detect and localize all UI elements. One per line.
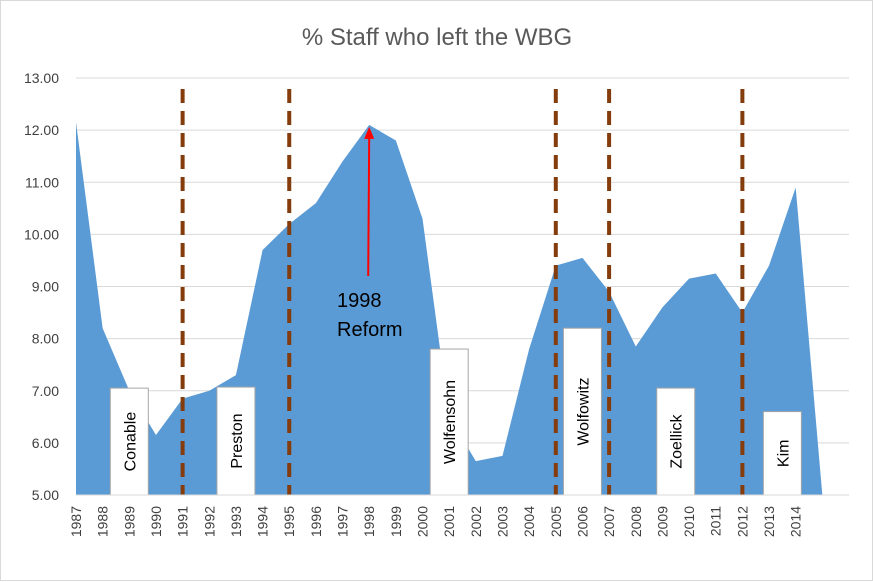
axes: 5.00 6.00 7.00 8.00 9.00 10.00 11.00 12.00 13.00… [24, 70, 849, 537]
president-box [656, 387, 696, 496]
president-box [429, 348, 469, 496]
y-tick-label: 11.00 [25, 174, 59, 190]
y-tick-label: 12.00 [24, 122, 59, 138]
area-series [76, 122, 849, 495]
president-label: Preston [229, 413, 246, 468]
x-tick-label: 1989 [121, 506, 137, 537]
data-point [529, 349, 530, 350]
x-tick-label: 1988 [95, 506, 111, 537]
reform-annotation-text: 1998 [337, 290, 382, 312]
y-tick-label: 8.00 [32, 331, 59, 347]
series-area [76, 122, 849, 495]
data-point [795, 187, 796, 188]
data-point [475, 461, 476, 462]
y-tick-label: 5.00 [32, 487, 59, 503]
data-point [582, 257, 583, 258]
data-point [209, 390, 210, 391]
reform-annotation-text: Reform [337, 319, 403, 341]
x-tick-label: 1992 [201, 506, 217, 537]
y-tick-label: 13.00 [24, 70, 59, 86]
data-point [155, 435, 156, 436]
president-label: Wolfensohn [442, 380, 459, 464]
president-box [109, 387, 149, 496]
x-tick-label: 1987 [68, 506, 84, 537]
gridlines [76, 77, 849, 444]
x-tick-label: 1996 [308, 506, 324, 537]
data-point [422, 218, 423, 219]
reform-arrowhead [364, 126, 375, 139]
x-tick-label: 2003 [494, 506, 510, 537]
data-point [769, 265, 770, 266]
x-tick-label: 1995 [281, 506, 297, 537]
president-label: Conable [122, 412, 139, 472]
data-point [395, 140, 396, 141]
x-tick-label: 2000 [415, 506, 431, 537]
x-tick-label: 1999 [388, 506, 404, 537]
x-tick-label: 2004 [521, 506, 537, 537]
chart-title: % Staff who left the WBG [302, 24, 572, 51]
data-point [635, 346, 636, 347]
x-tick-label: 2011 [708, 506, 724, 536]
data-point [715, 273, 716, 274]
data-point [502, 455, 503, 456]
y-tick-label: 9.00 [32, 279, 59, 295]
y-tick-label: 7.00 [32, 383, 59, 399]
x-tick-label: 2008 [628, 506, 644, 537]
x-tick-label: 1991 [175, 506, 191, 537]
president-label: Wolfowitz [575, 378, 592, 446]
president-label: Kim [775, 440, 792, 468]
president-labels: Conable Preston Wolfensohn Wolfowitz Zoellic… [109, 327, 802, 496]
data-point [689, 278, 690, 279]
president-label: Zoellick [669, 413, 686, 468]
president-box [562, 327, 602, 496]
x-tick-label: 2005 [548, 506, 564, 537]
data-point [235, 375, 236, 376]
data-point [662, 307, 663, 308]
x-tick-label: 1993 [228, 506, 244, 537]
x-tick-label: 2006 [574, 506, 590, 537]
president-box [762, 411, 802, 496]
x-tick-label: 2009 [654, 506, 670, 537]
x-tick-label: 2010 [681, 506, 697, 537]
data-point [102, 328, 103, 329]
x-tick-label: 2014 [788, 506, 804, 537]
y-tick-label: 10.00 [24, 226, 59, 242]
president-box [216, 386, 256, 496]
reform-lines [180, 89, 745, 495]
x-tick-label: 1990 [148, 506, 164, 537]
data-point [342, 161, 343, 162]
x-tick-label: 2012 [734, 506, 750, 537]
y-tick-label: 6.00 [32, 435, 59, 451]
x-tick-label: 2007 [601, 506, 617, 537]
reform-annotation: 1998 Reform [337, 126, 403, 341]
x-tick-label: 1998 [361, 506, 377, 537]
x-tick-label: 2013 [761, 506, 777, 537]
data-point [262, 250, 263, 251]
data-point [76, 122, 77, 123]
data-point [369, 124, 370, 125]
reform-arrow [367, 136, 371, 277]
x-tick-label: 2002 [468, 506, 484, 537]
data-point [315, 203, 316, 204]
x-tick-label: 2001 [441, 506, 457, 537]
x-tick-label: 1997 [335, 506, 351, 537]
x-tick-label: 1994 [255, 506, 271, 537]
